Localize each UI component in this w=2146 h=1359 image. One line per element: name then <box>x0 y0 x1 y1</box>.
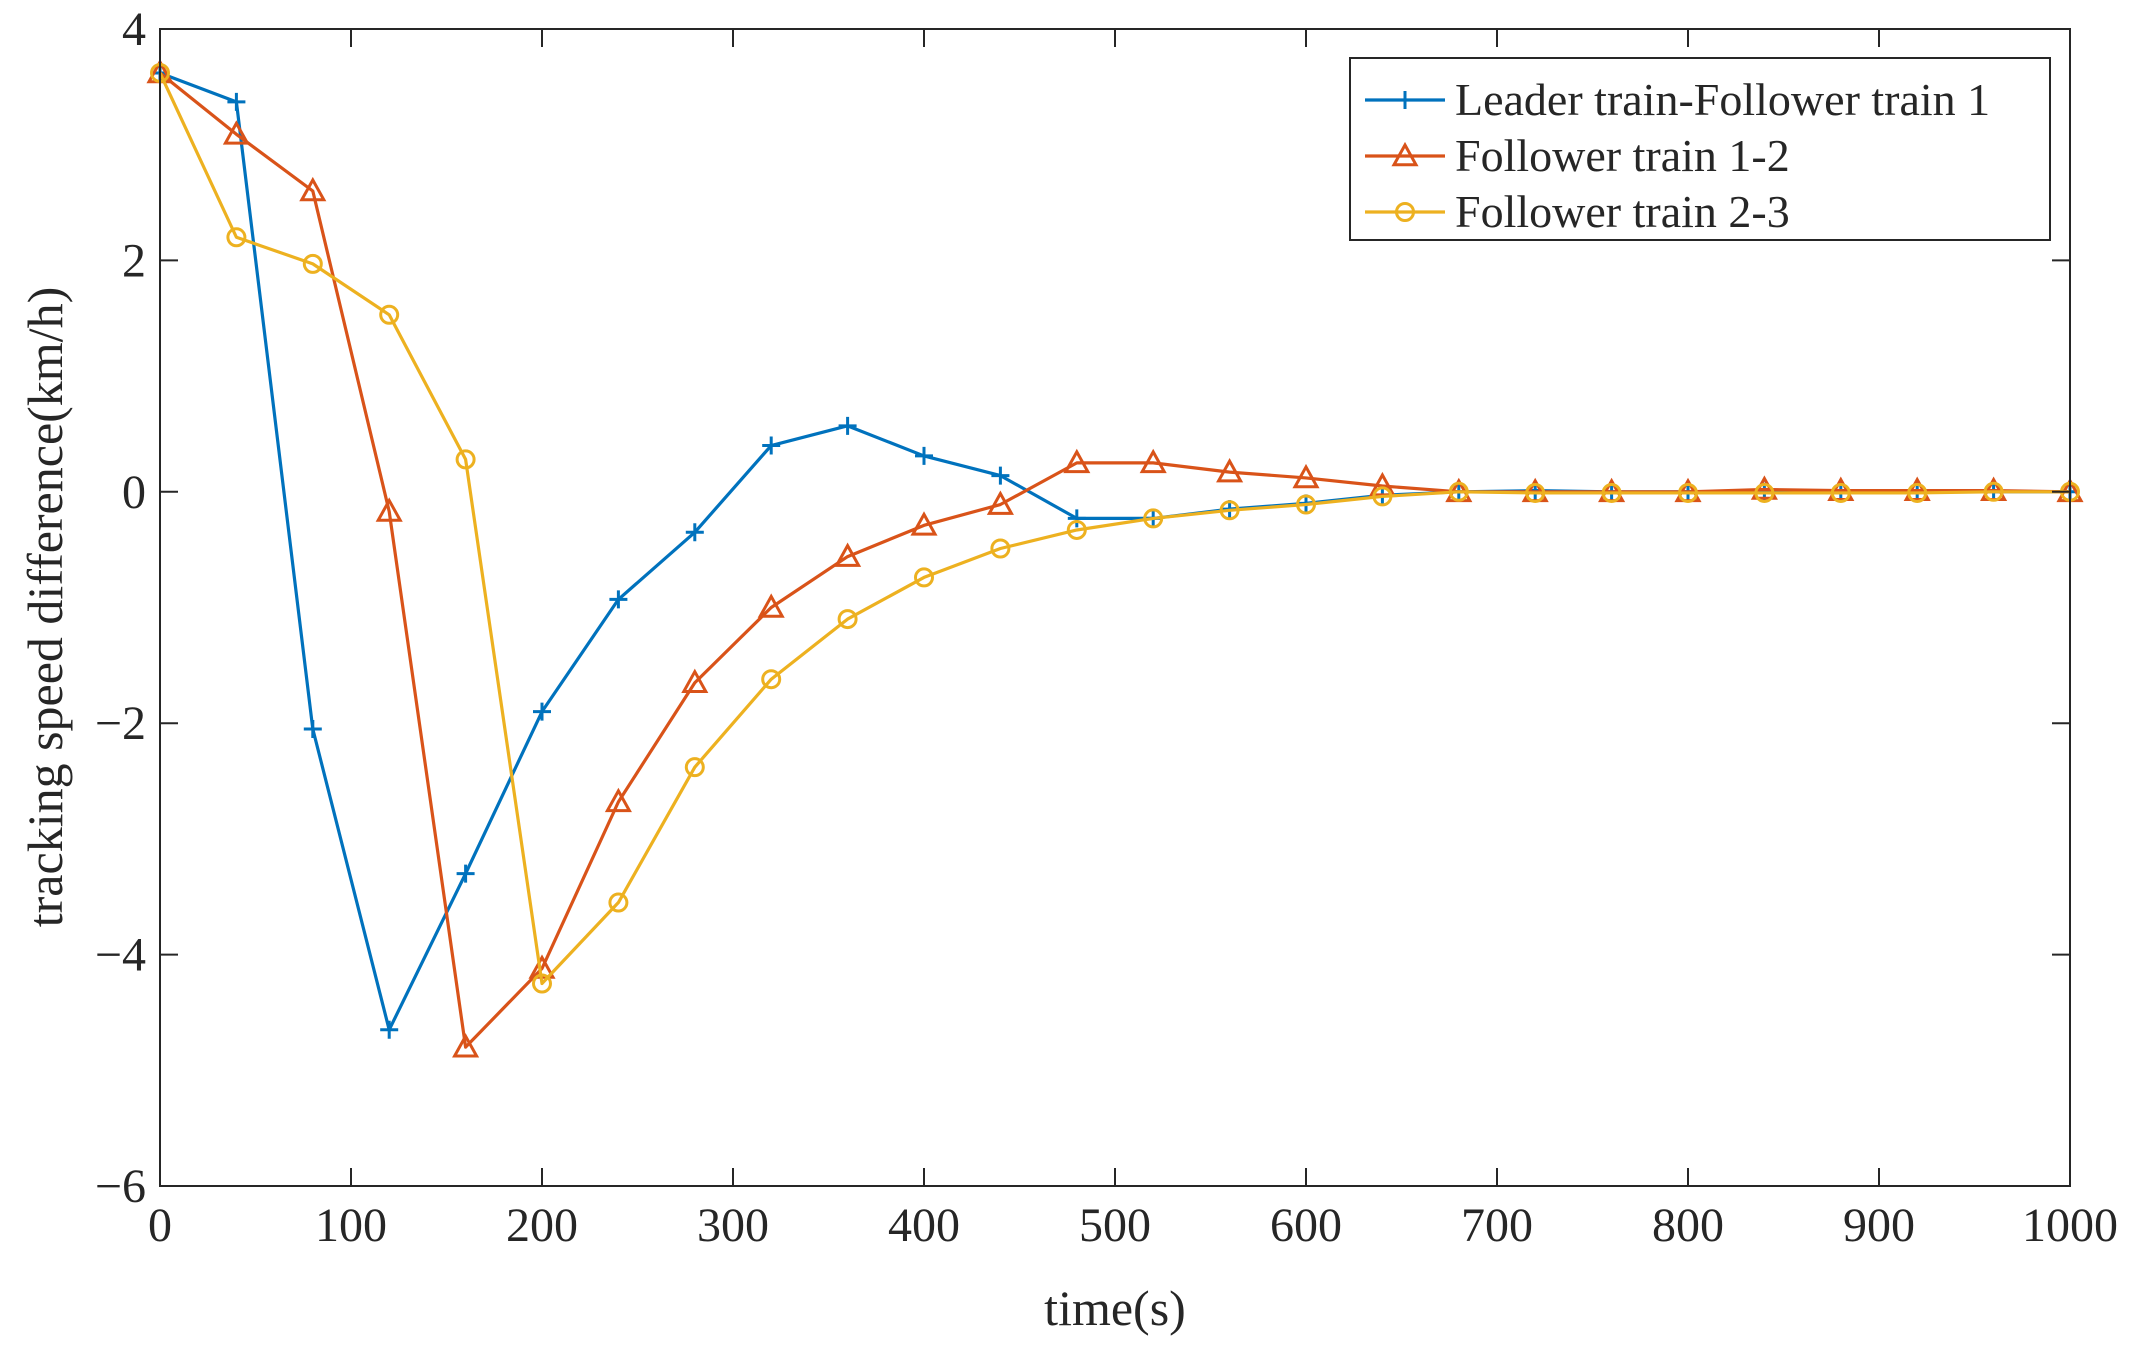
x-tick-label: 700 <box>1461 1199 1533 1252</box>
data-point <box>991 466 1010 485</box>
legend-marker <box>1395 202 1415 222</box>
legend-box <box>1349 57 2051 241</box>
data-point <box>609 590 628 609</box>
data-point <box>837 609 858 630</box>
ticks-layer: 0 100 200 300 400 500 600 700 800 900 1000 −6 −4 −2 0 2… <box>95 3 2118 1252</box>
data-point <box>222 120 250 145</box>
data-point <box>226 227 247 248</box>
y-axis-label: tracking speed difference(km/h) <box>17 287 73 927</box>
data-point <box>1525 482 1546 503</box>
data-point <box>986 490 1014 515</box>
y-tick-label: 4 <box>122 3 146 56</box>
data-point <box>762 436 781 455</box>
series-3 <box>150 62 2080 994</box>
data-point <box>608 892 629 913</box>
data-point <box>1601 482 1622 503</box>
data-point <box>1903 476 1931 501</box>
x-tick-label: 300 <box>697 1199 769 1252</box>
x-tick-label: 400 <box>888 1199 960 1252</box>
data-point <box>1678 482 1698 503</box>
data-point <box>1292 463 1320 489</box>
data-point <box>761 669 782 690</box>
data-point <box>834 542 862 567</box>
data-point <box>532 973 552 994</box>
x-tick-label: 1000 <box>2022 1199 2118 1252</box>
data-point <box>990 538 1011 559</box>
data-point <box>838 416 857 435</box>
data-point <box>1296 494 1316 515</box>
data-point <box>1139 448 1167 474</box>
legend-label: Leader train-Follower train 1 <box>1455 74 1990 125</box>
x-tick-label: 600 <box>1270 1199 1342 1252</box>
y-tick-label: 0 <box>122 466 146 519</box>
data-point <box>1143 508 1164 529</box>
y-tick-label: 2 <box>122 234 146 287</box>
y-tick-label: −4 <box>95 929 146 982</box>
data-point <box>1754 482 1775 503</box>
data-point <box>910 511 938 536</box>
data-point <box>684 757 705 778</box>
series-layer <box>146 58 2084 1058</box>
data-point <box>757 593 785 618</box>
data-point <box>456 864 475 883</box>
data-point <box>1827 476 1855 501</box>
x-tick-label: 100 <box>315 1199 387 1252</box>
data-point <box>302 253 323 274</box>
data-point <box>915 446 933 465</box>
data-point <box>533 702 551 721</box>
x-tick-label: 900 <box>1843 1199 1915 1252</box>
x-tick-label: 500 <box>1079 1199 1151 1252</box>
y-tick-label: −6 <box>95 1160 146 1213</box>
data-point <box>452 1033 480 1058</box>
data-point <box>1830 482 1851 503</box>
data-point <box>455 449 476 470</box>
data-point <box>681 668 709 694</box>
data-point <box>1372 486 1393 507</box>
series-line <box>158 72 2070 986</box>
legend-label: Follower train 1-2 <box>1455 130 1790 181</box>
legend-marker <box>1391 141 1419 167</box>
data-point <box>1983 481 2004 502</box>
legend-item-2: Follower train 1-2 <box>1365 130 1790 181</box>
data-point <box>1907 482 1928 503</box>
legend-label: Follower train 2-3 <box>1455 186 1790 237</box>
data-point <box>227 92 246 111</box>
x-tick-label: 0 <box>148 1199 172 1252</box>
data-point <box>380 1020 399 1039</box>
data-point <box>1216 458 1244 483</box>
data-point <box>303 719 322 738</box>
data-point <box>1219 500 1240 521</box>
data-point <box>375 497 403 522</box>
data-point <box>1066 519 1087 540</box>
data-point <box>1368 471 1396 497</box>
data-point <box>1448 481 1469 502</box>
legend-item-3: Follower train 2-3 <box>1365 186 1790 237</box>
y-tick-label: −2 <box>95 697 146 750</box>
x-tick-label: 800 <box>1652 1199 1724 1252</box>
series-line <box>158 71 2071 1049</box>
data-point <box>1067 509 1086 528</box>
data-point <box>299 176 327 202</box>
data-point <box>604 787 632 813</box>
legend-marker <box>1396 91 1414 109</box>
data-point <box>914 567 934 588</box>
data-point <box>379 304 400 325</box>
x-tick-label: 200 <box>506 1199 578 1252</box>
data-point <box>685 523 704 542</box>
data-point <box>1063 448 1091 474</box>
x-axis-label: time(s) <box>1044 1280 1186 1336</box>
legend-item-1: Leader train-Follower train 1 <box>1365 74 1990 125</box>
